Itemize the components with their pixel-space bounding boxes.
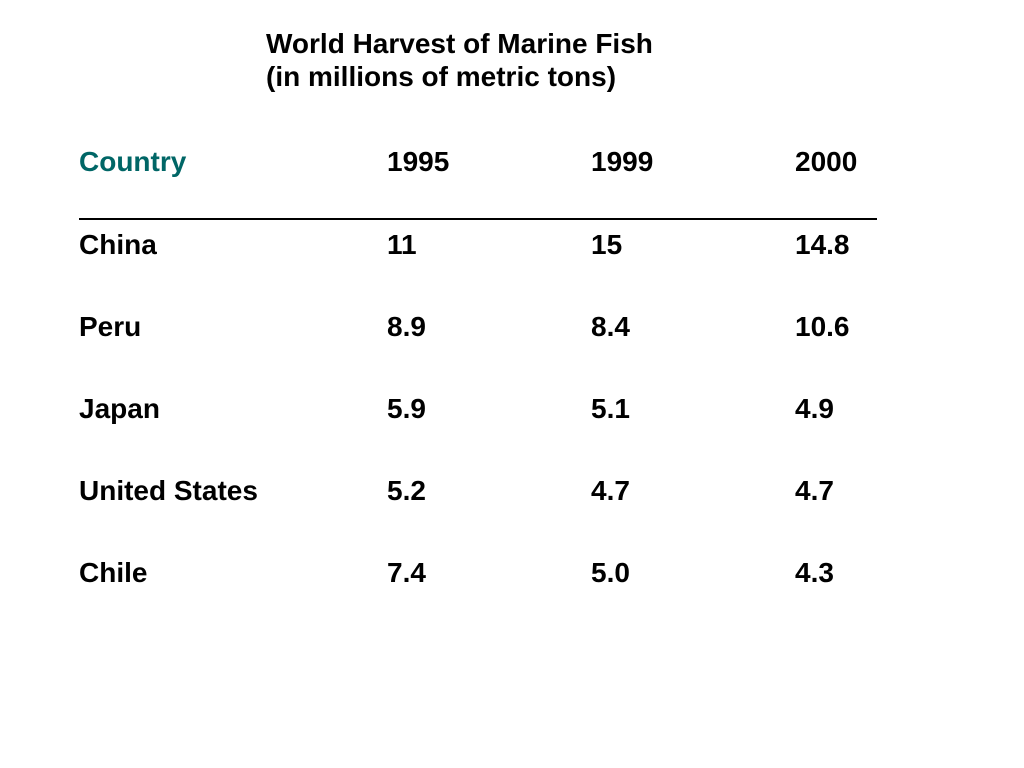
value-cell-1999: 4.7 bbox=[591, 475, 630, 506]
country-cell: China bbox=[79, 229, 157, 260]
value-cell-2000: 4.3 bbox=[795, 557, 834, 588]
header-1995: 1995 bbox=[387, 146, 450, 177]
country-cell: Peru bbox=[79, 311, 142, 342]
value-cell-1995: 5.2 bbox=[387, 475, 426, 506]
title-line-2: (in millions of metric tons) bbox=[266, 61, 617, 92]
header-2000: 2000 bbox=[795, 146, 858, 177]
value-cell-1999: 5.0 bbox=[591, 557, 630, 588]
header-country: Country bbox=[79, 146, 187, 177]
value-cell-1999: 15 bbox=[591, 229, 623, 260]
header-1999: 1999 bbox=[591, 146, 654, 177]
value-cell-1999: 5.1 bbox=[591, 393, 630, 424]
value-cell-1995: 7.4 bbox=[387, 557, 426, 588]
header-divider bbox=[79, 218, 877, 220]
page-title: World Harvest of Marine Fish (in million… bbox=[266, 27, 653, 93]
country-cell: Japan bbox=[79, 393, 160, 424]
value-cell-2000: 4.9 bbox=[795, 393, 834, 424]
value-cell-2000: 14.8 bbox=[795, 229, 850, 260]
value-cell-2000: 10.6 bbox=[795, 311, 850, 342]
value-cell-1999: 8.4 bbox=[591, 311, 630, 342]
title-line-1: World Harvest of Marine Fish bbox=[266, 28, 653, 59]
country-cell: Chile bbox=[79, 557, 148, 588]
value-cell-1995: 8.9 bbox=[387, 311, 426, 342]
value-cell-2000: 4.7 bbox=[795, 475, 834, 506]
country-cell: United States bbox=[79, 475, 258, 506]
value-cell-1995: 11 bbox=[387, 229, 417, 260]
value-cell-1995: 5.9 bbox=[387, 393, 426, 424]
